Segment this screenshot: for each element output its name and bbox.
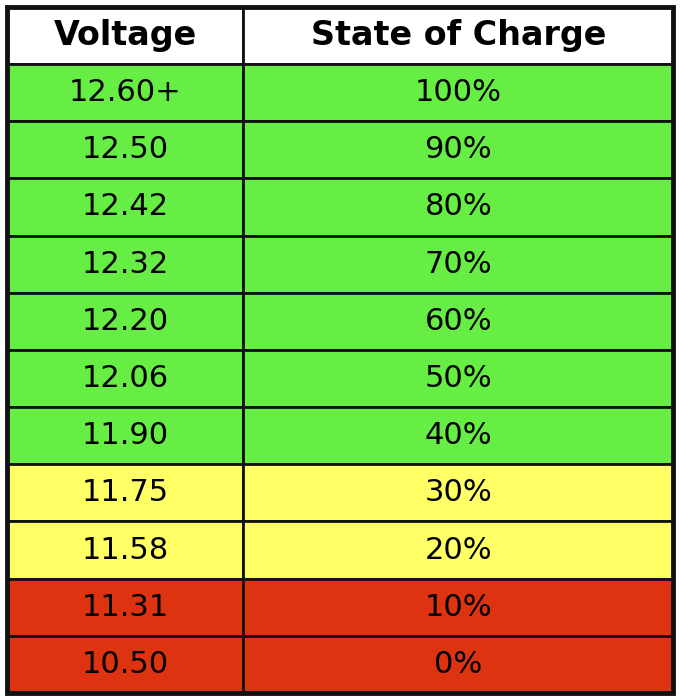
Bar bbox=[243, 350, 673, 407]
Bar bbox=[7, 235, 243, 293]
Bar bbox=[7, 293, 243, 350]
Text: 50%: 50% bbox=[424, 364, 492, 393]
Bar bbox=[7, 7, 243, 64]
Text: 11.58: 11.58 bbox=[82, 536, 169, 564]
Text: 10.50: 10.50 bbox=[82, 650, 169, 679]
Text: 10%: 10% bbox=[424, 593, 492, 622]
Bar bbox=[243, 464, 673, 522]
Bar bbox=[243, 235, 673, 293]
Text: 12.50: 12.50 bbox=[82, 135, 169, 164]
Text: 12.20: 12.20 bbox=[82, 307, 169, 336]
Text: Voltage: Voltage bbox=[54, 19, 197, 52]
Text: 0%: 0% bbox=[434, 650, 482, 679]
Bar bbox=[7, 121, 243, 178]
Text: 11.90: 11.90 bbox=[82, 421, 169, 450]
Bar bbox=[7, 522, 243, 579]
Bar bbox=[243, 579, 673, 636]
Text: 70%: 70% bbox=[424, 250, 492, 279]
Text: 90%: 90% bbox=[424, 135, 492, 164]
Bar bbox=[7, 579, 243, 636]
Bar bbox=[243, 121, 673, 178]
Text: 60%: 60% bbox=[424, 307, 492, 336]
Text: State of Charge: State of Charge bbox=[311, 19, 606, 52]
Text: 40%: 40% bbox=[424, 421, 492, 450]
Bar bbox=[243, 178, 673, 235]
Bar bbox=[7, 64, 243, 121]
Text: 12.32: 12.32 bbox=[82, 250, 169, 279]
Bar bbox=[7, 464, 243, 522]
Text: 30%: 30% bbox=[424, 478, 492, 508]
Text: 12.60+: 12.60+ bbox=[69, 78, 182, 107]
Text: 11.75: 11.75 bbox=[82, 478, 169, 508]
Bar bbox=[243, 293, 673, 350]
Bar bbox=[243, 7, 673, 64]
Bar bbox=[7, 407, 243, 464]
Bar bbox=[7, 178, 243, 235]
Text: 12.42: 12.42 bbox=[82, 193, 169, 221]
Text: 100%: 100% bbox=[415, 78, 502, 107]
Bar bbox=[7, 350, 243, 407]
Text: 11.31: 11.31 bbox=[82, 593, 169, 622]
Bar bbox=[243, 636, 673, 693]
Text: 80%: 80% bbox=[424, 193, 492, 221]
Text: 20%: 20% bbox=[424, 536, 492, 564]
Bar bbox=[243, 522, 673, 579]
Text: 12.06: 12.06 bbox=[82, 364, 169, 393]
Bar bbox=[7, 636, 243, 693]
Bar bbox=[243, 64, 673, 121]
Bar bbox=[243, 407, 673, 464]
